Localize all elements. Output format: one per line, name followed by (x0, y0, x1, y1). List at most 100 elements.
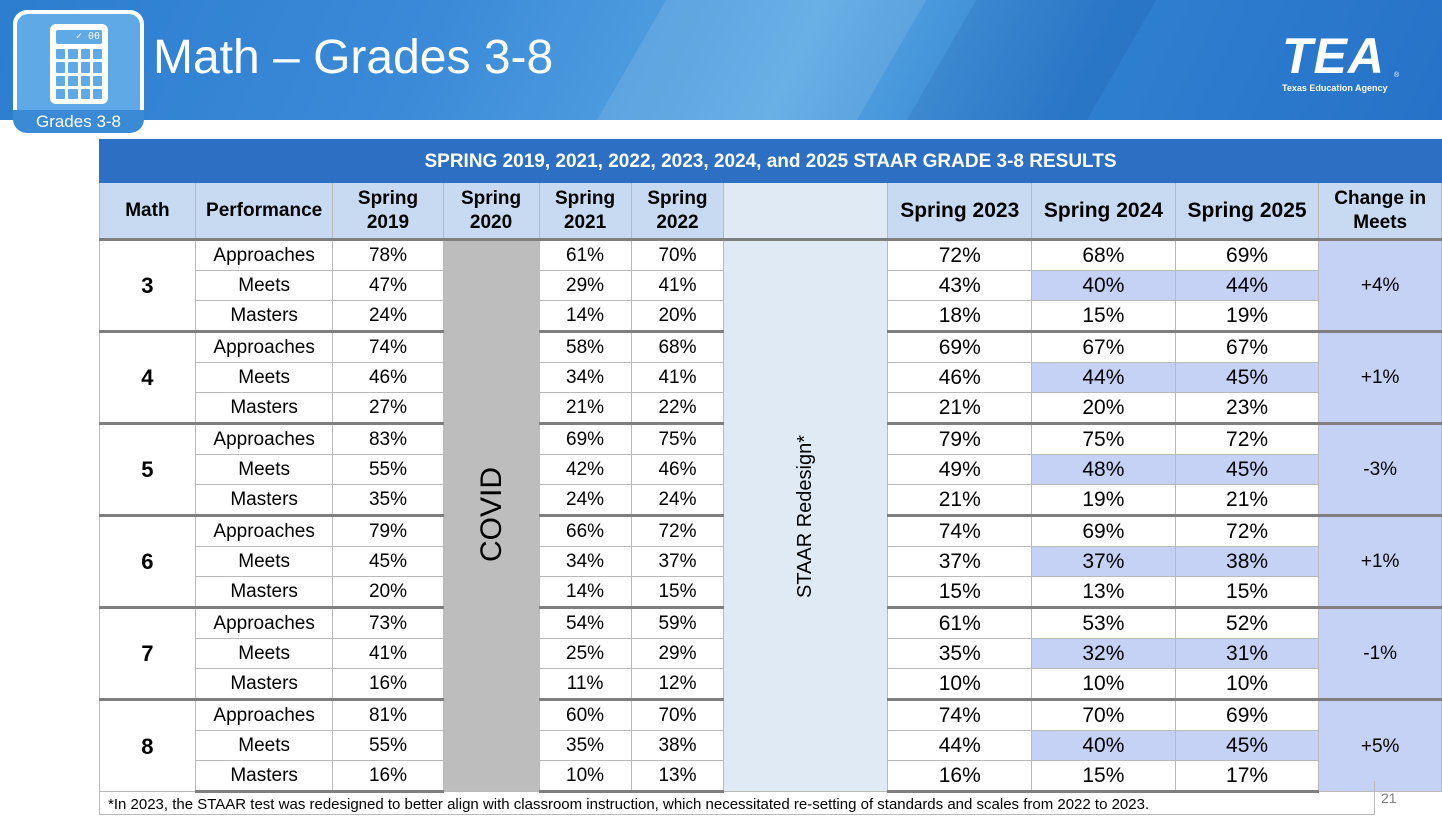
performance-level: Approaches (194, 514, 334, 547)
table-row: Masters 16% 11% 12% 10% 10% 10% (100, 668, 1442, 700)
performance-level: Approaches (194, 422, 334, 455)
calculator-screen: ✓ 00 (56, 30, 102, 44)
cell-spring2023: 43% (887, 270, 1033, 301)
cell-spring2021: 69% (538, 422, 632, 455)
col-header-spring2025: Spring 2025 (1174, 182, 1320, 241)
cell-spring2023: 18% (887, 300, 1033, 332)
cell-spring2023: 74% (887, 698, 1033, 731)
cell-spring2023: 72% (887, 238, 1033, 271)
cell-spring2024: 70% (1031, 698, 1176, 731)
cell-spring2021: 54% (538, 606, 632, 639)
col-header-spring2021: Spring 2021 (538, 182, 632, 241)
table-row: Meets 47% 29% 41% 43% 40% 44% (100, 270, 1442, 301)
cell-spring2024: 15% (1031, 300, 1176, 332)
cell-spring2023: 61% (887, 606, 1033, 639)
cell-spring2019: 16% (332, 760, 444, 793)
cell-spring2025: 45% (1174, 362, 1320, 393)
performance-level: Masters (194, 484, 334, 516)
cell-spring2022: 72% (630, 514, 725, 547)
results-table: SPRING 2019, 2021, 2022, 2023, 2024, and… (99, 139, 1442, 793)
performance-level: Approaches (194, 330, 334, 363)
cell-spring2021: 10% (538, 760, 632, 793)
tea-logo-subtitle: Texas Education Agency (1282, 83, 1388, 93)
cell-spring2019: 46% (332, 362, 444, 393)
change-in-meets: +1% (1318, 330, 1442, 424)
redesign-column: STAAR Redesign* (723, 238, 889, 792)
cell-spring2021: 11% (538, 668, 632, 700)
cell-spring2021: 34% (538, 362, 632, 393)
cell-spring2022: 15% (630, 576, 725, 608)
cell-spring2025: 23% (1174, 392, 1320, 424)
performance-level: Masters (194, 760, 334, 793)
cell-spring2023: 46% (887, 362, 1033, 393)
cell-spring2022: 38% (630, 730, 725, 761)
change-in-meets: -3% (1318, 422, 1442, 516)
cell-spring2023: 74% (887, 514, 1033, 547)
cell-spring2022: 59% (630, 606, 725, 639)
cell-spring2021: 34% (538, 546, 632, 577)
performance-level: Meets (194, 546, 334, 577)
cell-spring2022: 70% (630, 698, 725, 731)
cell-spring2024: 68% (1031, 238, 1176, 271)
table-row: 8 Approaches 81% 60% 70% 74% 70% 69% +5% (99, 698, 1442, 792)
cell-spring2024: 15% (1031, 760, 1176, 793)
cell-spring2025: 17% (1174, 760, 1320, 793)
cell-spring2024: 44% (1031, 362, 1176, 393)
cell-spring2019: 74% (332, 330, 444, 363)
cell-spring2019: 81% (332, 698, 444, 731)
cell-spring2023: 69% (887, 330, 1033, 363)
cell-spring2021: 61% (538, 238, 632, 271)
table-row: Masters 16% 10% 13% 16% 15% 17% (100, 760, 1442, 793)
cell-spring2024: 69% (1031, 514, 1176, 547)
cell-spring2024: 13% (1031, 576, 1176, 608)
tea-logo-wordmark: TEA (1282, 28, 1385, 84)
table-header-row: Math Performance Spring 2019 Spring 2020 S… (99, 182, 1442, 241)
cell-spring2023: 21% (887, 392, 1033, 424)
cell-spring2019: 73% (332, 606, 444, 639)
cell-spring2022: 22% (630, 392, 725, 424)
table-row: Meets 46% 34% 41% 46% 44% 45% (100, 362, 1442, 393)
cell-spring2019: 83% (332, 422, 444, 455)
cell-spring2021: 66% (538, 514, 632, 547)
cell-spring2022: 41% (630, 270, 725, 301)
cell-spring2024: 53% (1031, 606, 1176, 639)
change-in-meets: +5% (1318, 698, 1442, 792)
cell-spring2022: 12% (630, 668, 725, 700)
table-row: Masters 35% 24% 24% 21% 19% 21% (100, 484, 1442, 516)
cell-spring2021: 42% (538, 454, 632, 485)
cell-spring2021: 35% (538, 730, 632, 761)
cell-spring2019: 35% (332, 484, 444, 516)
performance-level: Meets (194, 362, 334, 393)
cell-spring2023: 49% (887, 454, 1033, 485)
col-header-spring2022: Spring 2022 (630, 182, 725, 241)
cell-spring2021: 24% (538, 484, 632, 516)
cell-spring2025: 72% (1174, 422, 1320, 455)
footnote: *In 2023, the STAAR test was redesigned … (99, 781, 1375, 815)
grade-label: 6 (99, 514, 196, 608)
table-row: 4 Approaches 74% 58% 68% 69% 67% 67% +1% (99, 330, 1442, 424)
cell-spring2022: 37% (630, 546, 725, 577)
cell-spring2021: 14% (538, 300, 632, 332)
col-header-change: Change in Meets (1318, 182, 1442, 241)
col-header-spring2019: Spring 2019 (332, 182, 444, 241)
grades-badge-label: Grades 3-8 (13, 110, 144, 133)
cell-spring2024: 40% (1031, 270, 1176, 301)
cell-spring2019: 41% (332, 638, 444, 669)
col-header-performance: Performance (194, 182, 334, 241)
cell-spring2022: 41% (630, 362, 725, 393)
cell-spring2019: 47% (332, 270, 444, 301)
performance-level: Approaches (194, 698, 334, 731)
cell-spring2019: 45% (332, 546, 444, 577)
cell-spring2025: 44% (1174, 270, 1320, 301)
cell-spring2024: 10% (1031, 668, 1176, 700)
grades-badge: ✓ 00 Grades 3-8 (13, 10, 144, 133)
table-row: Meets 45% 34% 37% 37% 37% 38% (100, 546, 1442, 577)
cell-spring2024: 32% (1031, 638, 1176, 669)
performance-level: Meets (194, 454, 334, 485)
col-header-spring2023: Spring 2023 (887, 182, 1033, 241)
cell-spring2022: 70% (630, 238, 725, 271)
table-caption: SPRING 2019, 2021, 2022, 2023, 2024, and… (99, 139, 1442, 183)
performance-level: Masters (194, 576, 334, 608)
change-in-meets: +1% (1318, 514, 1442, 608)
header-banner: Math – Grades 3-8 TEA ® Texas Education … (0, 0, 1442, 120)
